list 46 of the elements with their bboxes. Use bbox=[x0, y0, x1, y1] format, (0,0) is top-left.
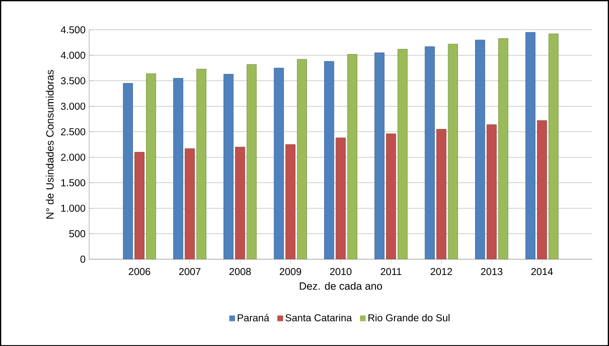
bar bbox=[134, 152, 144, 260]
x-tick-label: 2013 bbox=[481, 268, 502, 275]
y-tick-label: 1.000 bbox=[61, 204, 86, 212]
y-tick-label: 500 bbox=[69, 230, 86, 238]
bar bbox=[196, 68, 206, 260]
y-tick-label: 4.500 bbox=[60, 26, 86, 34]
bar bbox=[324, 61, 334, 260]
y-tick-label: 0 bbox=[80, 256, 86, 263]
bar bbox=[374, 52, 384, 260]
x-tick-label: 2007 bbox=[179, 268, 200, 275]
legend-label: Santa Catarina bbox=[286, 314, 352, 322]
bar bbox=[274, 68, 284, 260]
y-tick-label: 4.000 bbox=[60, 52, 86, 59]
y-tick-label: 2.500 bbox=[61, 128, 86, 136]
x-tick-label: 2006 bbox=[128, 268, 150, 275]
bar bbox=[184, 148, 195, 260]
y-tick-label: 1.500 bbox=[61, 179, 86, 186]
bar bbox=[386, 133, 396, 260]
y-tick-label: 2.000 bbox=[61, 154, 86, 161]
bar bbox=[224, 74, 234, 260]
bar bbox=[537, 120, 547, 260]
bar bbox=[146, 73, 156, 260]
bar bbox=[336, 138, 346, 260]
legend-label: Paraná bbox=[238, 314, 270, 322]
x-tick-label: 2014 bbox=[531, 268, 553, 275]
x-tick-label: 2012 bbox=[430, 268, 452, 275]
x-tick-label: 2008 bbox=[229, 268, 251, 275]
legend-label: Rio Grande do Sul bbox=[368, 314, 450, 322]
bar bbox=[246, 64, 257, 260]
bar bbox=[122, 82, 133, 260]
bar bbox=[235, 146, 246, 260]
bar bbox=[398, 48, 408, 260]
y-tick-label: 3.500 bbox=[60, 77, 86, 84]
bar bbox=[448, 44, 458, 260]
bar bbox=[486, 124, 497, 260]
x-tick-label: 2009 bbox=[280, 268, 302, 275]
x-tick-label: 2010 bbox=[330, 268, 352, 275]
bar bbox=[525, 32, 536, 260]
x-tick-label: 2011 bbox=[380, 268, 402, 275]
bar bbox=[436, 128, 446, 260]
bar bbox=[475, 40, 486, 260]
bar bbox=[297, 58, 307, 260]
x-axis-title: Dez. de cada ano bbox=[300, 282, 382, 290]
y-axis-title: N° de Usindades Consumidoras bbox=[46, 70, 54, 218]
bar bbox=[548, 33, 559, 260]
y-tick-label: 3.000 bbox=[60, 102, 86, 110]
